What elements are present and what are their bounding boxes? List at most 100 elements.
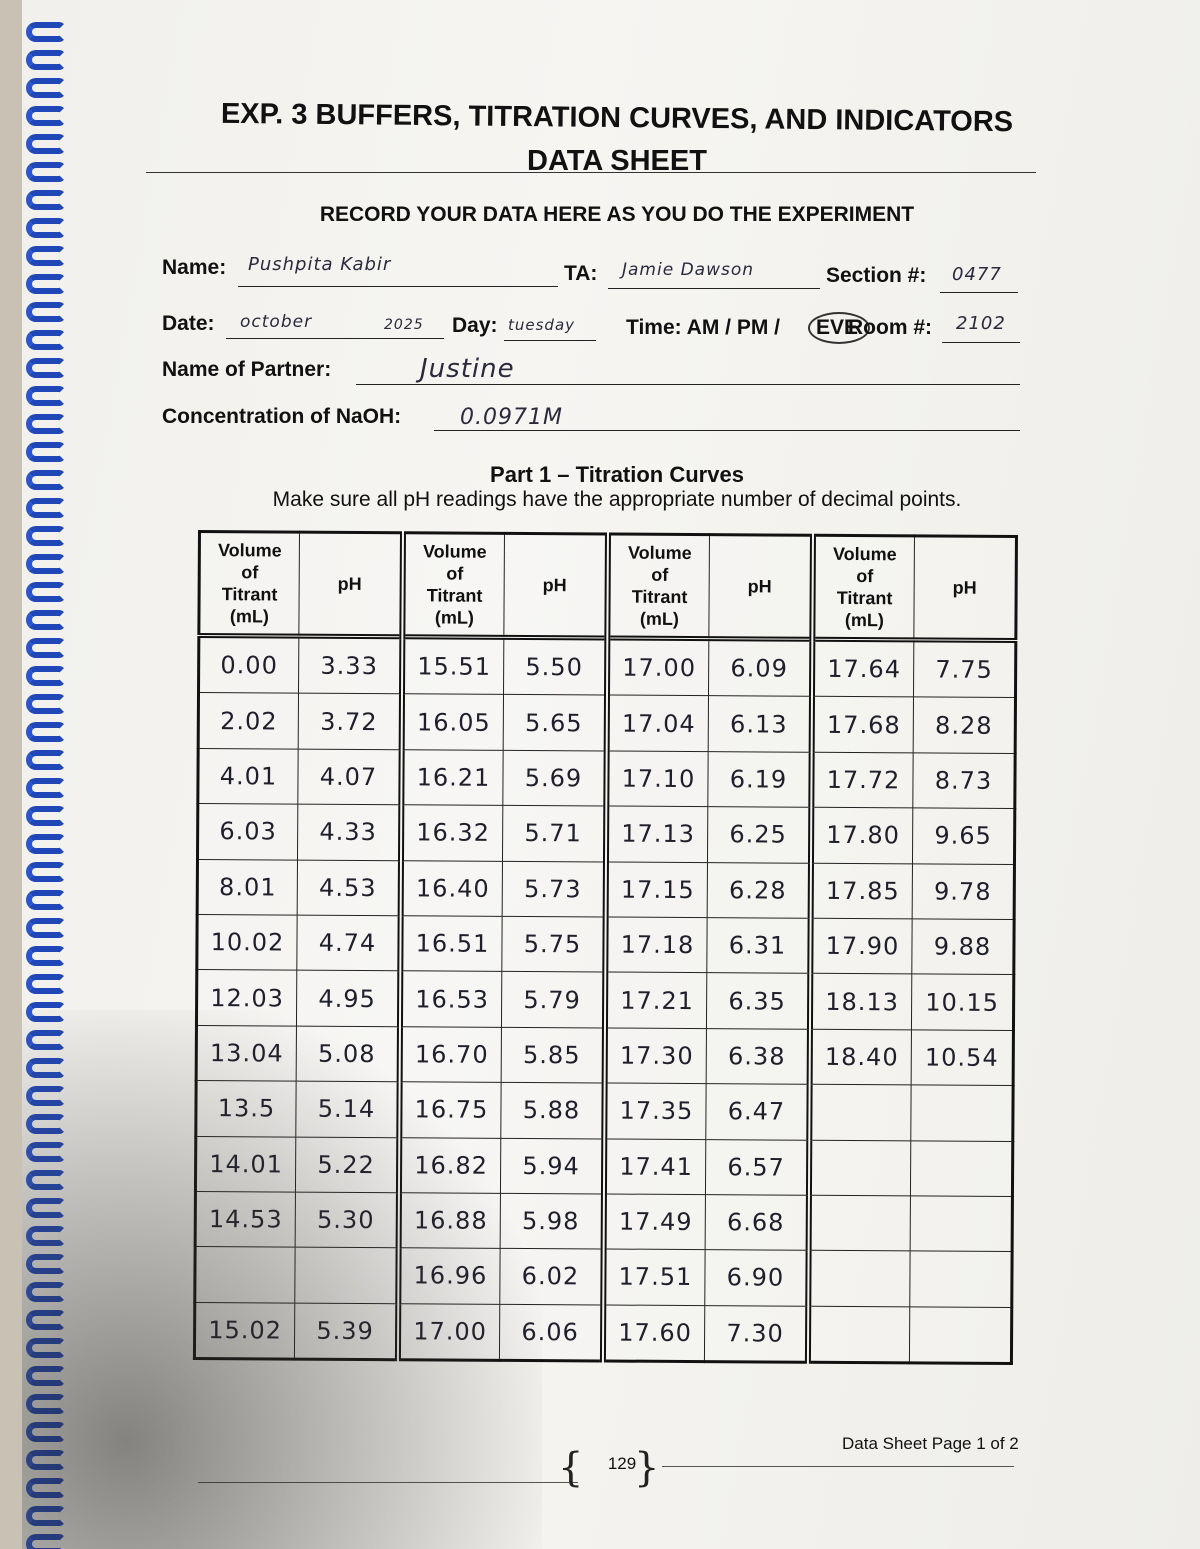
ph-cell[interactable]: 6.31 [706,917,811,974]
ta-value[interactable]: Jamie Dawson [622,260,755,280]
volume-cell[interactable]: 17.30 [604,1027,707,1084]
volume-cell[interactable] [808,1250,911,1307]
ph-cell[interactable]: 10.54 [911,1029,1014,1086]
volume-cell[interactable]: 13.5 [195,1080,297,1137]
volume-cell[interactable]: 17.35 [604,1083,707,1140]
ph-cell[interactable]: 5.71 [502,805,607,862]
volume-cell[interactable]: 16.21 [401,749,504,806]
volume-cell[interactable]: 17.72 [811,752,914,809]
volume-cell[interactable]: 16.88 [398,1192,501,1249]
ph-cell[interactable] [294,1247,399,1304]
date-value[interactable]: october [240,312,313,332]
volume-cell[interactable] [194,1246,296,1303]
ph-cell[interactable]: 6.47 [705,1083,810,1140]
volume-cell[interactable]: 2.02 [198,692,299,749]
ph-cell[interactable]: 6.57 [705,1139,810,1196]
volume-cell[interactable]: 8.01 [197,859,298,916]
ph-cell[interactable]: 5.73 [502,860,606,917]
ph-cell[interactable]: 5.39 [294,1302,399,1360]
ph-cell[interactable]: 5.14 [295,1081,400,1138]
volume-cell[interactable]: 15.51 [402,636,504,695]
volume-cell[interactable]: 17.85 [810,862,913,919]
name-value[interactable]: Pushpita Kabir [248,254,392,275]
volume-cell[interactable] [807,1305,910,1363]
ph-cell[interactable]: 3.72 [298,693,403,750]
ph-cell[interactable]: 6.06 [499,1304,604,1362]
volume-cell[interactable]: 17.13 [605,806,708,863]
ph-cell[interactable]: 8.28 [913,697,1016,754]
ph-cell[interactable]: 9.65 [912,808,1015,865]
ph-cell[interactable]: 5.98 [500,1193,604,1250]
ph-cell[interactable]: 5.85 [501,1027,605,1084]
ph-cell[interactable]: 6.28 [707,862,811,919]
ph-cell[interactable]: 5.94 [500,1137,605,1194]
ph-cell[interactable]: 6.09 [708,638,813,697]
volume-cell[interactable]: 17.10 [606,750,709,807]
ph-cell[interactable] [909,1251,1013,1308]
volume-cell[interactable]: 17.41 [603,1138,706,1195]
volume-cell[interactable]: 17.90 [810,918,913,975]
ph-cell[interactable]: 6.68 [705,1194,809,1251]
ph-cell[interactable]: 5.69 [502,750,607,807]
volume-cell[interactable]: 18.13 [809,973,912,1030]
ph-cell[interactable]: 3.33 [298,636,403,695]
volume-cell[interactable] [808,1195,911,1252]
ph-cell[interactable]: 4.95 [296,970,401,1027]
ph-cell[interactable]: 4.33 [297,804,402,861]
ph-cell[interactable]: 6.02 [499,1248,604,1305]
volume-cell[interactable]: 17.80 [810,807,913,864]
ph-cell[interactable]: 8.73 [912,752,1016,809]
ph-cell[interactable]: 10.15 [911,974,1014,1031]
naoh-value[interactable]: 0.0971M [460,405,563,430]
section-value[interactable]: 0477 [952,264,1002,285]
volume-cell[interactable]: 17.00 [397,1303,500,1361]
ph-cell[interactable]: 5.65 [503,694,607,751]
volume-cell[interactable]: 15.02 [194,1302,295,1360]
volume-cell[interactable]: 13.04 [196,1025,297,1082]
ph-cell[interactable] [910,1140,1013,1197]
partner-value[interactable]: Justine [420,354,515,384]
volume-cell[interactable]: 6.03 [197,803,298,860]
volume-cell[interactable]: 16.32 [400,804,503,861]
day-value[interactable]: tuesday [508,316,576,334]
ph-cell[interactable]: 7.30 [704,1305,809,1363]
ph-cell[interactable]: 6.38 [706,1028,810,1085]
volume-cell[interactable]: 16.70 [399,1026,502,1083]
ph-cell[interactable] [910,1084,1014,1142]
ph-cell[interactable]: 5.30 [295,1192,399,1249]
volume-cell[interactable] [808,1139,911,1196]
volume-cell[interactable]: 12.03 [196,969,297,1026]
room-value[interactable]: 2102 [956,313,1006,334]
ph-cell[interactable]: 6.35 [706,972,811,1029]
ph-cell[interactable]: 6.13 [708,696,812,753]
ph-cell[interactable]: 6.90 [704,1249,809,1306]
volume-cell[interactable]: 16.96 [398,1248,501,1305]
volume-cell[interactable]: 17.15 [605,861,708,918]
ph-cell[interactable]: 9.78 [912,863,1015,920]
volume-cell[interactable]: 16.75 [399,1081,502,1138]
volume-cell[interactable]: 17.04 [606,695,709,752]
volume-cell[interactable]: 16.53 [399,971,502,1028]
volume-cell[interactable]: 17.68 [811,696,914,753]
volume-cell[interactable]: 10.02 [196,914,298,971]
ph-cell[interactable] [910,1195,1013,1252]
volume-cell[interactable]: 14.01 [195,1136,296,1193]
volume-cell[interactable]: 17.18 [605,916,708,973]
volume-cell[interactable]: 17.51 [603,1249,706,1306]
ph-cell[interactable]: 5.50 [503,637,608,696]
ph-cell[interactable]: 5.79 [501,971,606,1028]
volume-cell[interactable]: 17.21 [604,972,707,1029]
volume-cell[interactable]: 4.01 [197,748,299,805]
volume-cell[interactable]: 17.60 [602,1304,705,1362]
volume-cell[interactable]: 0.00 [198,635,299,694]
volume-cell[interactable]: 14.53 [195,1191,296,1248]
ph-cell[interactable]: 4.07 [297,748,402,805]
volume-cell[interactable]: 16.51 [400,915,503,972]
volume-cell[interactable]: 16.82 [398,1137,501,1194]
ph-cell[interactable]: 5.08 [296,1025,400,1082]
ph-cell[interactable]: 5.22 [295,1136,400,1193]
ph-cell[interactable]: 5.88 [500,1082,605,1139]
volume-cell[interactable]: 18.40 [809,1028,912,1085]
volume-cell[interactable] [809,1084,912,1141]
volume-cell[interactable]: 17.00 [606,638,709,697]
